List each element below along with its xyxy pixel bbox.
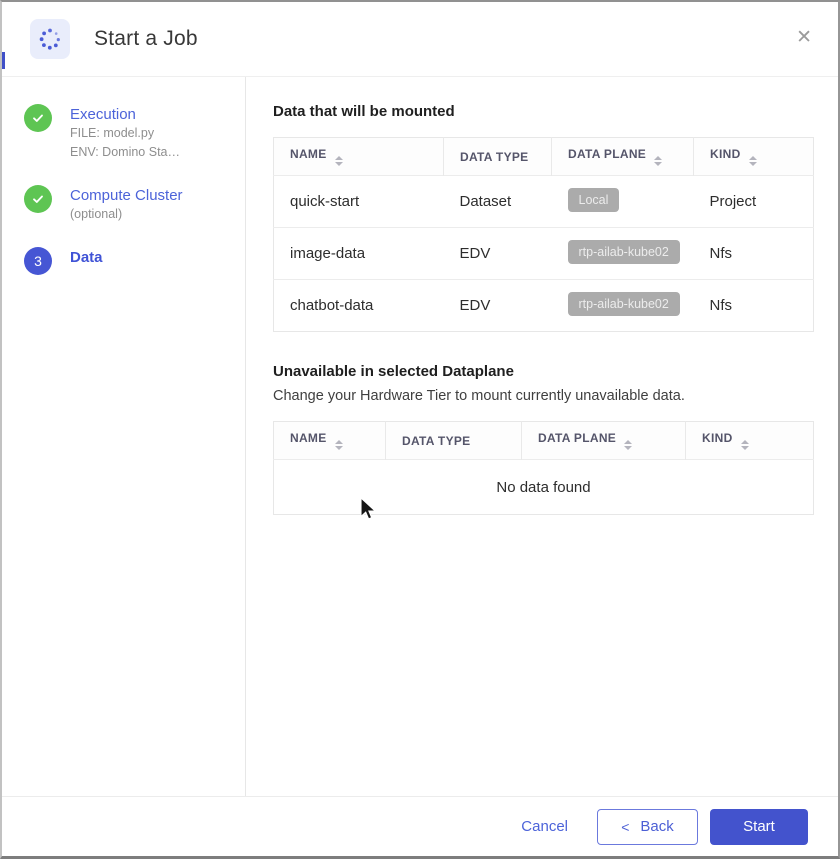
cell-name: chatbot-data	[273, 279, 444, 332]
step-compute-cluster[interactable]: Compute Cluster (optional)	[24, 184, 235, 223]
cell-data-plane: rtp-ailab-kube02	[551, 227, 694, 280]
cell-kind: Project	[693, 175, 814, 228]
cell-name: quick-start	[273, 175, 444, 228]
step-compute-cluster-label[interactable]: Compute Cluster	[70, 186, 183, 204]
cell-kind: Nfs	[693, 279, 814, 332]
modal-body: Execution FILE: model.py ENV: Domino Sta…	[2, 77, 838, 796]
cell-kind: Nfs	[693, 227, 814, 280]
column-header-name[interactable]: NAME	[273, 137, 444, 176]
table-header-row: NAME DATA TYPE DATA PLANE KIND	[273, 137, 814, 176]
back-button[interactable]: < Back	[597, 808, 698, 845]
column-label: NAME	[290, 430, 327, 445]
step-execution[interactable]: Execution FILE: model.py ENV: Domino Sta…	[24, 104, 235, 161]
sort-icon[interactable]	[654, 155, 663, 167]
step-execution-file: FILE: model.py	[70, 126, 155, 140]
unavailable-section-subheading: Change your Hardware Tier to mount curre…	[273, 388, 685, 404]
data-plane-badge: rtp-ailab-kube02	[567, 239, 680, 264]
modal-title: Start a Job	[94, 27, 198, 50]
column-label: KIND	[710, 146, 741, 161]
step-data-label[interactable]: Data	[70, 248, 103, 266]
column-label: DATA TYPE	[402, 433, 471, 448]
column-label: DATA PLANE	[538, 430, 617, 445]
back-button-label: Back	[640, 818, 674, 835]
unavailable-section-heading: Unavailable in selected Dataplane	[273, 363, 514, 380]
start-button[interactable]: Start	[710, 808, 808, 845]
wizard-steps-sidebar: Execution FILE: model.py ENV: Domino Sta…	[2, 77, 246, 796]
mounted-data-table: NAME DATA TYPE DATA PLANE KIND	[273, 137, 814, 332]
cell-data-plane: Local	[551, 175, 694, 228]
table-row: quick-start Dataset Local Project	[273, 175, 814, 228]
table-row: chatbot-data EDV rtp-ailab-kube02 Nfs	[273, 279, 814, 332]
column-label: NAME	[290, 146, 327, 161]
cell-data-plane: rtp-ailab-kube02	[551, 279, 694, 332]
data-step-content: Data that will be mounted NAME DATA TYPE…	[246, 77, 840, 796]
modal-footer: Cancel < Back Start	[2, 796, 838, 856]
data-plane-badge: Local	[567, 187, 620, 212]
step-execution-label[interactable]: Execution	[70, 106, 136, 123]
column-label: DATA TYPE	[460, 149, 529, 164]
step-data[interactable]: 3 Data	[24, 246, 235, 275]
step-number-badge: 3	[24, 246, 52, 275]
sort-icon[interactable]	[334, 439, 343, 451]
cell-data-type: Dataset	[443, 175, 552, 228]
sort-icon[interactable]	[624, 439, 633, 451]
modal-header: Start a Job ✕	[2, 2, 838, 77]
check-circle-icon	[24, 104, 52, 132]
column-header-name[interactable]: NAME	[273, 421, 386, 460]
sort-icon[interactable]	[748, 155, 757, 167]
column-header-data-type: DATA TYPE	[385, 421, 522, 460]
column-header-data-type: DATA TYPE	[443, 137, 552, 176]
close-icon[interactable]: ✕	[796, 27, 812, 48]
cell-data-type: EDV	[443, 227, 552, 280]
cancel-button[interactable]: Cancel	[521, 818, 568, 835]
sort-icon[interactable]	[740, 439, 749, 451]
column-header-data-plane[interactable]: DATA PLANE	[521, 421, 686, 460]
step-compute-cluster-optional: (optional)	[70, 206, 123, 221]
table-header-row: NAME DATA TYPE DATA PLANE KIND	[273, 421, 814, 460]
chevron-left-icon: <	[621, 818, 630, 835]
data-plane-badge: rtp-ailab-kube02	[567, 291, 680, 316]
column-header-kind[interactable]: KIND	[685, 421, 814, 460]
sort-icon[interactable]	[334, 155, 343, 167]
column-label: DATA PLANE	[568, 146, 647, 161]
column-header-data-plane[interactable]: DATA PLANE	[551, 137, 694, 176]
empty-state-row: No data found	[273, 459, 814, 515]
table-row: image-data EDV rtp-ailab-kube02 Nfs	[273, 227, 814, 280]
check-circle-icon	[24, 184, 52, 213]
empty-state-text: No data found	[273, 459, 814, 515]
cell-data-type: EDV	[443, 279, 552, 332]
cell-name: image-data	[273, 227, 444, 280]
column-header-kind[interactable]: KIND	[693, 137, 814, 176]
mounted-section-heading: Data that will be mounted	[273, 103, 455, 120]
background-page-sliver	[2, 52, 5, 69]
column-label: KIND	[702, 430, 733, 445]
step-execution-env: ENV: Domino Sta…	[70, 144, 180, 159]
job-spinner-icon	[30, 19, 70, 59]
unavailable-data-table: NAME DATA TYPE DATA PLANE KIND	[273, 421, 814, 515]
